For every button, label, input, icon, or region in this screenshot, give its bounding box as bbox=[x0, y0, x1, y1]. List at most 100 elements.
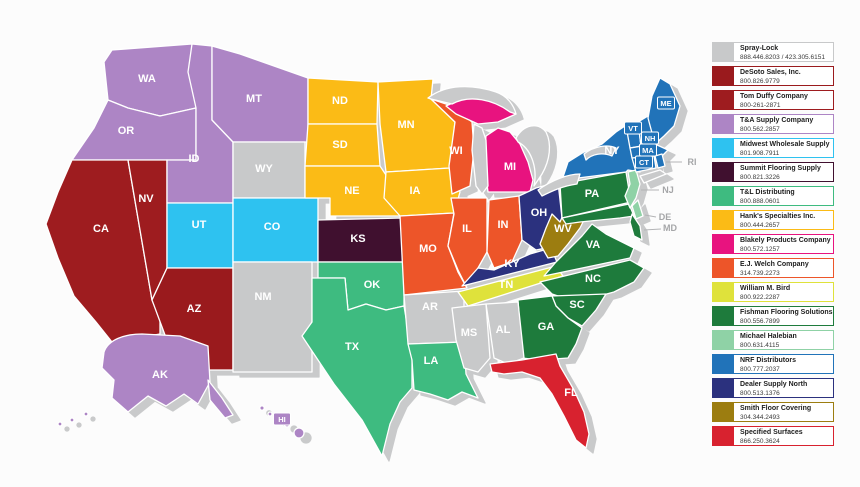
state-VA[interactable] bbox=[543, 223, 635, 277]
state-label-box-CT bbox=[635, 155, 653, 169]
legend-text-11: Fishman Flooring Solutions 800.556.7899 bbox=[734, 307, 833, 325]
legend-swatch-13 bbox=[713, 355, 734, 373]
legend-company-phone: 800.631.4115 bbox=[740, 341, 780, 349]
legend-company-name: DeSoto Sales, Inc. bbox=[740, 69, 801, 76]
state-IL[interactable] bbox=[447, 197, 488, 287]
legend-swatch-15 bbox=[713, 403, 734, 421]
legend-swatch-7 bbox=[713, 211, 734, 229]
legend-swatch-9 bbox=[713, 259, 734, 277]
legend-text-16: Specified Surfaces 866.250.3624 bbox=[734, 427, 805, 445]
legend-item-14: Dealer Supply North 800.513.1376 bbox=[712, 378, 834, 398]
state-DE[interactable] bbox=[631, 199, 644, 220]
legend-text-2: Tom Duffy Company 800-261-2871 bbox=[734, 91, 810, 109]
state-SD[interactable] bbox=[304, 123, 381, 167]
legend-company-name: Blakely Products Company bbox=[740, 237, 831, 244]
legend-company-phone: 801.908.7911 bbox=[740, 149, 780, 157]
legend-text-8: Blakely Products Company 800.572.1257 bbox=[734, 235, 833, 253]
legend-swatch-2 bbox=[713, 91, 734, 109]
legend-text-9: E.J. Welch Company 314.739.2273 bbox=[734, 259, 811, 277]
state-KS[interactable] bbox=[317, 217, 405, 263]
state-ND[interactable] bbox=[307, 77, 379, 125]
legend-item-4: Midwest Wholesale Supply 801.908.7911 bbox=[712, 138, 834, 158]
legend-company-name: Dealer Supply North bbox=[740, 381, 808, 388]
state-label-box-MA bbox=[639, 143, 657, 157]
legend-item-6: T&L Distributing 800.888.0601 bbox=[712, 186, 834, 206]
legend-company-phone: 800.444.2657 bbox=[740, 221, 780, 229]
legend-text-1: DeSoto Sales, Inc. 800.826.9779 bbox=[734, 67, 803, 85]
legend-company-phone: 866.250.3624 bbox=[740, 437, 780, 445]
legend-company-name: Midwest Wholesale Supply bbox=[740, 141, 830, 148]
legend-swatch-0 bbox=[713, 43, 734, 61]
legend-swatch-16 bbox=[713, 427, 734, 445]
state-IA[interactable] bbox=[383, 167, 461, 217]
legend-item-2: Tom Duffy Company 800-261-2871 bbox=[712, 90, 834, 110]
legend-item-0: Spray-Lock 888.446.8203 / 423.305.6151 bbox=[712, 42, 834, 62]
state-FL[interactable] bbox=[489, 353, 590, 449]
legend-company-name: Tom Duffy Company bbox=[740, 93, 808, 100]
legend-company-phone: 800-261-2871 bbox=[740, 101, 781, 109]
legend-company-name: Fishman Flooring Solutions bbox=[740, 309, 833, 316]
legend-text-4: Midwest Wholesale Supply 801.908.7911 bbox=[734, 139, 831, 157]
state-MT[interactable] bbox=[211, 45, 309, 143]
legend-item-11: Fishman Flooring Solutions 800.556.7899 bbox=[712, 306, 834, 326]
legend-company-name: Smith Floor Covering bbox=[740, 405, 812, 412]
legend-company-name: NRF Distributors bbox=[740, 357, 796, 364]
legend-company-name: Michael Halebian bbox=[740, 333, 797, 340]
legend-item-15: Smith Floor Covering 304.344.2493 bbox=[712, 402, 834, 422]
state-IN[interactable] bbox=[486, 195, 523, 269]
state-label-box-HI bbox=[273, 412, 291, 426]
legend-text-15: Smith Floor Covering 304.344.2493 bbox=[734, 403, 813, 421]
state-TX[interactable] bbox=[301, 277, 413, 457]
legend-text-10: William M. Bird 800.922.2287 bbox=[734, 283, 792, 301]
legend-item-3: T&A Supply Company 800.562.2857 bbox=[712, 114, 834, 134]
state-MS[interactable] bbox=[451, 303, 491, 373]
state-WY[interactable] bbox=[232, 141, 306, 199]
legend-text-5: Summit Flooring Supply 800.821.3226 bbox=[734, 163, 823, 181]
state-CO[interactable] bbox=[232, 197, 319, 263]
great-lakes bbox=[427, 85, 667, 197]
legend-swatch-14 bbox=[713, 379, 734, 397]
legend-text-13: NRF Distributors 800.777.2037 bbox=[734, 355, 798, 373]
legend-company-phone: 800.826.9779 bbox=[740, 77, 780, 85]
legend-company-name: Summit Flooring Supply bbox=[740, 165, 821, 172]
legend-text-0: Spray-Lock 888.446.8203 / 423.305.6151 bbox=[734, 43, 827, 61]
callout-line-MD bbox=[643, 228, 662, 231]
legend-item-13: NRF Distributors 800.777.2037 bbox=[712, 354, 834, 374]
legend-item-8: Blakely Products Company 800.572.1257 bbox=[712, 234, 834, 254]
legend-company-name: Specified Surfaces bbox=[740, 429, 803, 436]
state-KY[interactable] bbox=[461, 247, 558, 287]
state-label-box-ME bbox=[657, 96, 675, 110]
state-NM[interactable] bbox=[232, 261, 313, 373]
state-RI[interactable] bbox=[654, 153, 666, 169]
legend-company-name: Hank's Specialties Inc. bbox=[740, 213, 816, 220]
legend-swatch-6 bbox=[713, 187, 734, 205]
legend-text-7: Hank's Specialties Inc. 800.444.2657 bbox=[734, 211, 817, 229]
legend-text-12: Michael Halebian 800.631.4115 bbox=[734, 331, 799, 349]
legend-company-phone: 800.922.2287 bbox=[740, 293, 780, 301]
legend-company-name: William M. Bird bbox=[740, 285, 791, 292]
legend-swatch-4 bbox=[713, 139, 734, 157]
state-AK[interactable] bbox=[57, 333, 234, 427]
legend-company-name: T&A Supply Company bbox=[740, 117, 814, 124]
legend-item-5: Summit Flooring Supply 800.821.3226 bbox=[712, 162, 834, 182]
legend-text-14: Dealer Supply North 800.513.1376 bbox=[734, 379, 809, 397]
legend-swatch-3 bbox=[713, 115, 734, 133]
state-label-box-VT bbox=[624, 121, 642, 135]
state-label-box-NH bbox=[641, 131, 659, 145]
legend-item-10: William M. Bird 800.922.2287 bbox=[712, 282, 834, 302]
legend-company-phone: 800.513.1376 bbox=[740, 389, 780, 397]
state-UT[interactable] bbox=[166, 202, 234, 269]
legend-company-phone: 800.572.1257 bbox=[740, 245, 780, 253]
legend-item-12: Michael Halebian 800.631.4115 bbox=[712, 330, 834, 350]
legend-item-1: DeSoto Sales, Inc. 800.826.9779 bbox=[712, 66, 834, 86]
state-AL[interactable] bbox=[485, 301, 525, 365]
legend-company-phone: 304.344.2493 bbox=[740, 413, 780, 421]
callout-label-MD: MD bbox=[663, 223, 677, 233]
legend: Spray-Lock 888.446.8203 / 423.305.6151 DeS… bbox=[712, 42, 834, 450]
legend-text-6: T&L Distributing 800.888.0601 bbox=[734, 187, 797, 205]
legend-item-7: Hank's Specialties Inc. 800.444.2657 bbox=[712, 210, 834, 230]
legend-company-name: T&L Distributing bbox=[740, 189, 795, 196]
legend-company-phone: 800.562.2857 bbox=[740, 125, 780, 133]
